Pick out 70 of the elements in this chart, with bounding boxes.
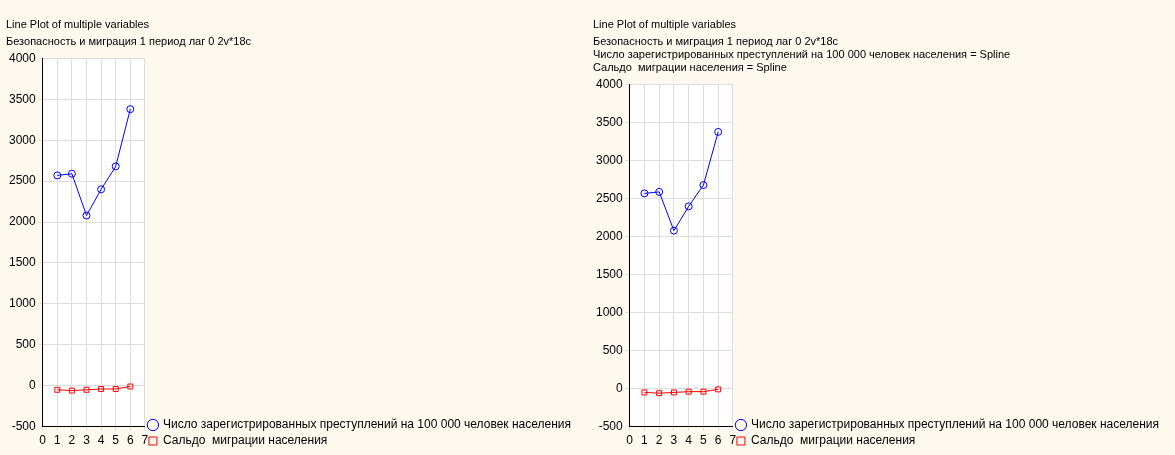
y-tick-label: 4000: [8, 50, 37, 65]
point: [685, 388, 692, 395]
point: [82, 211, 91, 220]
x-tick-label: 5: [700, 433, 708, 448]
point: [68, 387, 75, 394]
point: [641, 389, 648, 396]
point: [656, 390, 663, 397]
point: [97, 185, 106, 194]
y-tick-label: 4000: [595, 77, 624, 92]
x-tick-label: 6: [714, 433, 722, 448]
point: [700, 388, 707, 395]
y-tick-label: 3000: [595, 153, 624, 168]
text: Сальдо миграции населения = Spline: [593, 61, 787, 74]
point: [111, 162, 120, 171]
x-tick-label: 4: [97, 433, 105, 448]
x-tick-label: 7: [141, 433, 149, 448]
x-tick-label: 0: [39, 433, 47, 448]
legend-label: Число зарегистрированных преступлений на 100 000 человек населения: [162, 417, 571, 432]
y-tick-label: 2500: [8, 173, 37, 188]
y-tick-label: 1000: [595, 304, 624, 319]
point: [669, 226, 678, 235]
y-tick-label: 3000: [8, 132, 37, 147]
point: [127, 383, 134, 390]
x-tick-label: 1: [641, 433, 649, 448]
point: [126, 105, 135, 114]
y-tick-label: -500: [11, 418, 37, 433]
y-tick-label: -500: [598, 418, 624, 433]
y-tick-label: 2000: [8, 214, 37, 229]
x-tick-label: 7: [729, 433, 737, 448]
point: [112, 385, 119, 392]
point: [53, 171, 62, 180]
chart-subtitle: Безопасность и миграция 1 период лаг 0 2v*18c: [593, 34, 839, 47]
point: [670, 389, 677, 396]
point: [715, 386, 722, 393]
point: [67, 169, 76, 178]
point: [83, 386, 90, 393]
point: [684, 202, 693, 211]
chart-subtitle: Безопасность и миграция 1 период лаг 0 2v*18c: [6, 34, 252, 47]
point: [714, 127, 723, 136]
point: [655, 187, 664, 196]
x-tick-label: 5: [112, 433, 120, 448]
chart-title: Line Plot of multiple variables: [6, 17, 150, 30]
y-tick-label: 0: [29, 378, 37, 392]
x-tick-label: 0: [626, 433, 634, 448]
x-tick-label: 2: [68, 433, 76, 448]
legend-label: Сальдо миграции населения: [750, 433, 916, 448]
text: Число зарегистрированных преступлений на 100 000 человек населения = Spline: [593, 48, 1011, 61]
chart-title: Line Plot of multiple variables: [593, 17, 737, 30]
y-tick-label: 3500: [595, 115, 624, 130]
y-tick-label: 1000: [8, 296, 37, 311]
y-tick-label: 0: [616, 380, 624, 395]
x-tick-label: 4: [685, 433, 693, 448]
point: [640, 189, 649, 198]
y-tick-label: 3500: [8, 91, 37, 106]
y-tick-label: 2000: [595, 229, 624, 244]
point: [98, 385, 105, 392]
y-tick-label: 1500: [8, 255, 37, 270]
legend-label: Число зарегистрированных преступлений на 100 000 человек населения: [750, 417, 1159, 432]
x-tick-label: 1: [53, 433, 61, 448]
point: [699, 181, 708, 190]
x-tick-label: 3: [83, 433, 91, 448]
y-tick-label: 500: [15, 337, 37, 352]
legend-label: Сальдо миграции населения: [162, 433, 328, 448]
y-tick-label: 2500: [595, 191, 624, 206]
x-tick-label: 3: [670, 433, 678, 448]
y-tick-label: 500: [602, 342, 624, 357]
y-tick-label: 1500: [595, 267, 624, 281]
x-tick-label: 6: [126, 433, 134, 448]
point: [54, 386, 61, 393]
x-tick-label: 2: [655, 433, 663, 448]
